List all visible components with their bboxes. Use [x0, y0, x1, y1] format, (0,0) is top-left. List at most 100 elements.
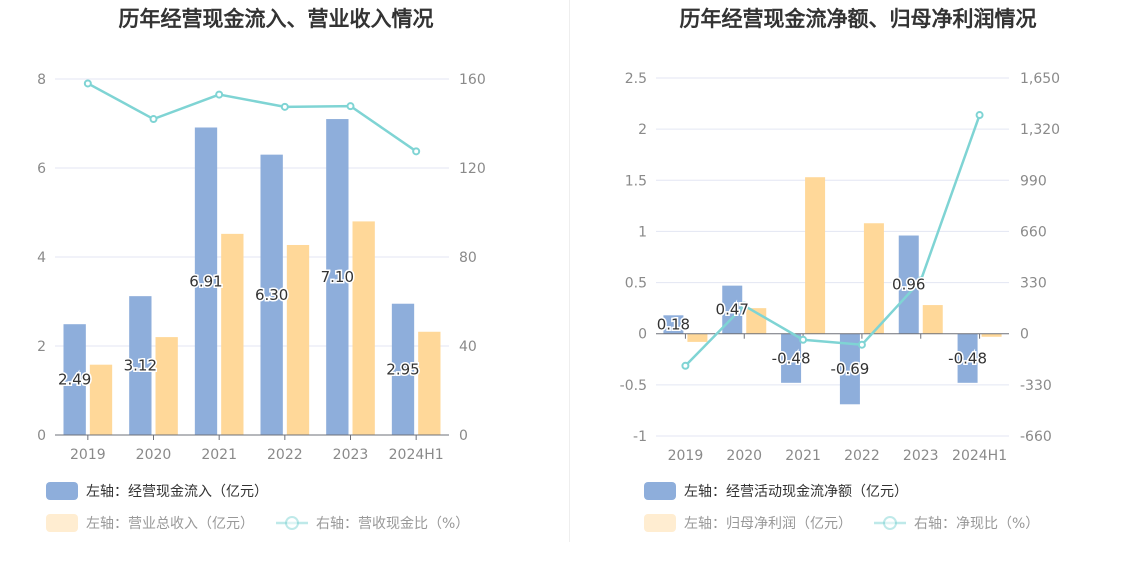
legend-label: 右轴：净现比（%）	[914, 516, 1039, 532]
bar-data-label: -0.48	[948, 349, 987, 367]
right-axis-tick: 1,320	[1020, 122, 1060, 138]
bar-series-2	[352, 221, 375, 435]
bar-data-label: -0.48	[772, 349, 811, 367]
x-axis-label: 2020	[726, 448, 762, 464]
bar-data-label: 2.49	[58, 371, 91, 389]
legend-swatch	[644, 514, 676, 532]
bar-series-1	[194, 127, 218, 435]
left-axis-tick: 2.5	[625, 71, 647, 87]
bar-series-1	[391, 303, 415, 435]
legend-label: 左轴：经营现金流入（亿元）	[86, 484, 268, 500]
bar-data-label: 2.95	[386, 360, 419, 378]
bar-series-1	[957, 333, 978, 383]
legend-label: 左轴：经营活动现金流净额（亿元）	[684, 484, 908, 500]
line-series	[684, 114, 981, 367]
x-axis-label: 2022	[844, 448, 880, 464]
line-point	[149, 115, 158, 124]
legend-swatch	[644, 482, 676, 500]
bar-data-label: 0.96	[892, 276, 925, 294]
bar-series-2	[418, 331, 441, 435]
x-axis-label: 2024H1	[952, 448, 1007, 464]
bar-series-2	[155, 337, 178, 435]
bar-series-1	[63, 324, 86, 435]
line-point	[740, 301, 749, 310]
left-axis-tick: 0	[638, 327, 647, 343]
legend-marker-icon	[285, 516, 299, 530]
right-axis-tick: 120	[459, 161, 486, 177]
bar-series-2	[687, 333, 708, 342]
x-axis-label: 2021	[785, 448, 821, 464]
x-axis-label: 2019	[70, 447, 106, 463]
bar-series-1	[781, 333, 802, 383]
chart-title-right: 历年经营现金流净额、归母净利润情况	[680, 7, 1037, 31]
right-axis-tick: 0	[459, 428, 468, 444]
bar-data-label: -0.69	[831, 360, 870, 378]
line-point	[346, 102, 355, 111]
bar-series-1	[839, 333, 860, 405]
bar-series-2	[805, 177, 826, 334]
line-point	[412, 147, 421, 156]
left-axis-tick: 8	[37, 72, 46, 88]
line-point	[799, 335, 808, 344]
legend-label: 左轴：归母净利润（亿元）	[684, 515, 852, 532]
bar-data-label: 7.10	[321, 268, 354, 286]
left-axis-tick: 1.5	[625, 173, 647, 189]
line-point	[916, 276, 925, 285]
legend-marker-icon	[883, 516, 897, 530]
bar-series-1	[260, 154, 283, 435]
line-point	[83, 79, 92, 88]
legend-label: 右轴：营收现金比（%）	[316, 516, 469, 532]
bar-series-2	[863, 223, 884, 334]
bar-data-label: 0.47	[716, 301, 749, 319]
left-axis-tick: -1	[633, 429, 647, 445]
legend-swatch	[46, 514, 78, 532]
left-axis-tick: 2	[638, 122, 647, 138]
bar-series-1	[326, 119, 349, 436]
bar-series-1	[129, 296, 152, 435]
right-axis-tick: 990	[1020, 173, 1047, 189]
x-axis-label: 2023	[903, 448, 939, 464]
chart-title-left: 历年经营现金流入、营业收入情况	[119, 7, 434, 31]
bar-series-2	[286, 244, 310, 435]
x-axis-label: 2022	[267, 447, 303, 463]
bar-series-2	[221, 233, 244, 435]
right-axis-tick: 0	[1020, 327, 1029, 343]
left-axis-tick: -0.5	[620, 378, 647, 394]
left-axis-tick: 1	[638, 224, 647, 240]
right-axis-tick: 330	[1020, 276, 1047, 292]
left-axis-tick: 0.5	[625, 276, 647, 292]
right-axis-tick: 1,650	[1020, 71, 1060, 87]
x-axis-label: 2020	[136, 447, 172, 463]
line-point	[681, 361, 690, 370]
right-axis-tick: -330	[1020, 378, 1052, 394]
bar-series-1	[898, 235, 919, 334]
bar-data-label: 6.91	[189, 272, 222, 290]
right-axis-tick: 160	[459, 72, 486, 88]
right-axis-tick: 80	[459, 250, 477, 266]
bar-data-label: 6.30	[255, 286, 288, 304]
bar-series-2	[981, 333, 1002, 337]
left-axis-tick: 2	[37, 339, 46, 355]
x-axis-label: 2023	[333, 447, 369, 463]
line-point	[280, 102, 289, 111]
bar-series-2	[922, 305, 943, 334]
bar-series-2	[89, 364, 113, 435]
legend-swatch	[46, 482, 78, 500]
legend-label: 左轴：营业总收入（亿元）	[86, 516, 254, 532]
left-axis-tick: 0	[37, 428, 46, 444]
x-axis-label: 2019	[668, 448, 704, 464]
line-point	[215, 90, 224, 99]
x-axis-label: 2021	[201, 447, 237, 463]
line-point	[975, 111, 984, 120]
line-point	[857, 340, 866, 349]
right-axis-tick: 660	[1020, 224, 1047, 240]
bar-data-label: 3.12	[124, 357, 157, 375]
right-axis-tick: -660	[1020, 429, 1052, 445]
bar-series-1	[663, 315, 684, 334]
left-axis-tick: 4	[37, 250, 46, 266]
bar-data-label: 0.18	[657, 316, 690, 334]
left-axis-tick: 6	[37, 161, 46, 177]
x-axis-label: 2024H1	[389, 447, 444, 463]
line-series	[87, 82, 417, 153]
